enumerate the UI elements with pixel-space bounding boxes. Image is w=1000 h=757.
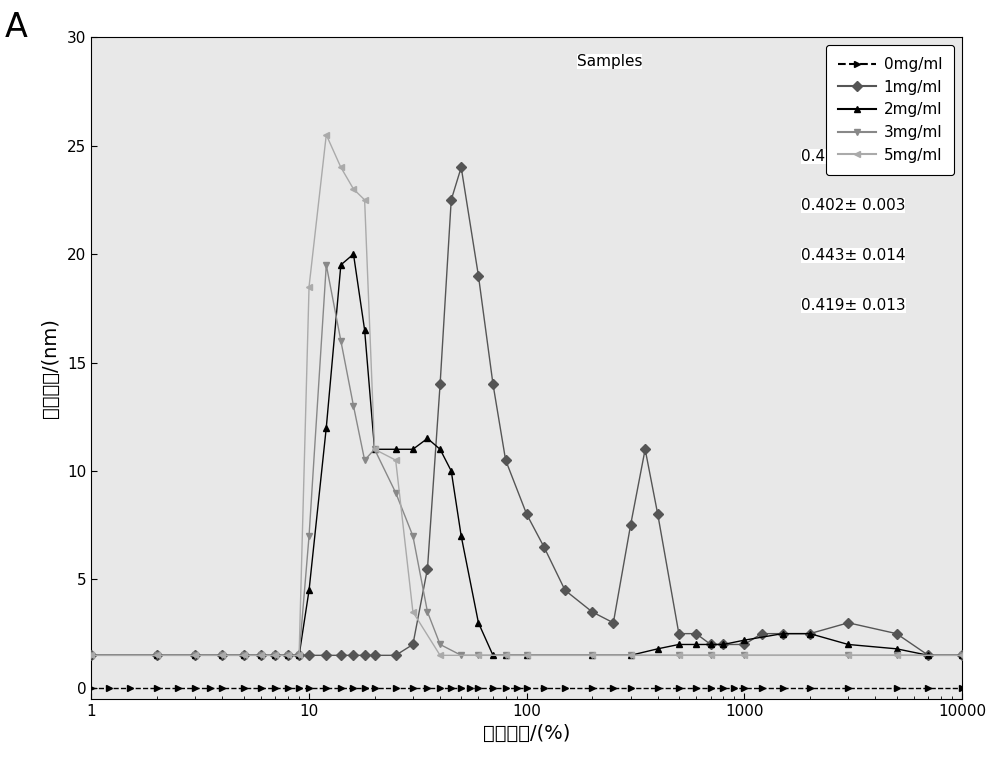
Y-axis label: 粒径分布/(nm): 粒径分布/(nm) (41, 318, 60, 418)
Text: Samples: Samples (577, 54, 642, 69)
Text: 0.443± 0.014: 0.443± 0.014 (801, 248, 905, 263)
Text: 1± 0: 1± 0 (835, 99, 872, 114)
X-axis label: 体积分数/(%): 体积分数/(%) (483, 724, 570, 743)
Text: PDI: PDI (840, 54, 866, 69)
Legend: 0mg/ml, 1mg/ml, 2mg/ml, 3mg/ml, 5mg/ml: 0mg/ml, 1mg/ml, 2mg/ml, 3mg/ml, 5mg/ml (826, 45, 954, 175)
Text: 0.439± 0.045: 0.439± 0.045 (801, 149, 906, 164)
Text: A: A (4, 11, 27, 44)
Text: 0.402± 0.003: 0.402± 0.003 (801, 198, 905, 213)
Text: 0.419± 0.013: 0.419± 0.013 (801, 298, 906, 313)
